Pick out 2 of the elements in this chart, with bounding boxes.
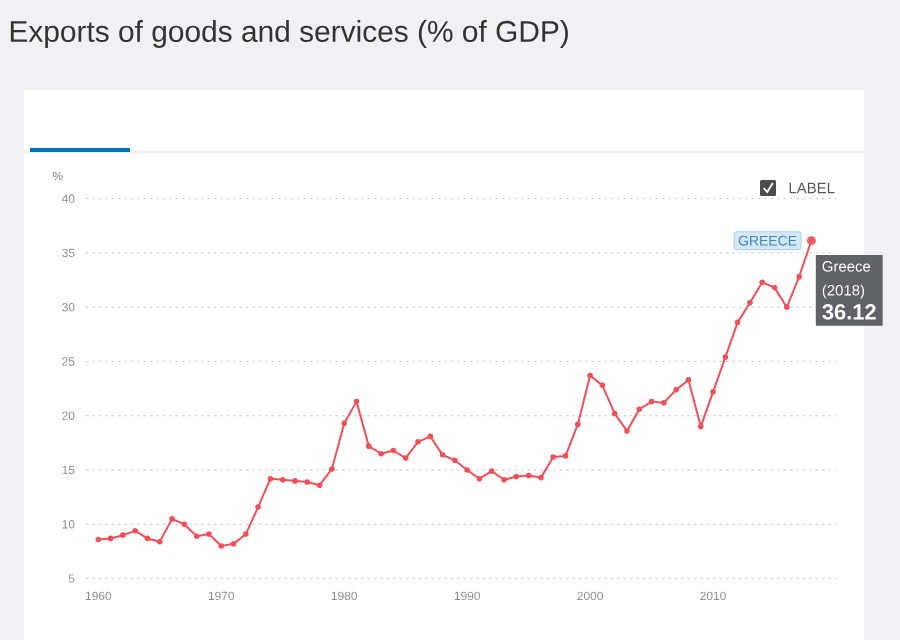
annotation: 36.12 [822, 304, 876, 320]
chart-title: Exports of goods and services (% of GDP) [10, 20, 568, 48]
